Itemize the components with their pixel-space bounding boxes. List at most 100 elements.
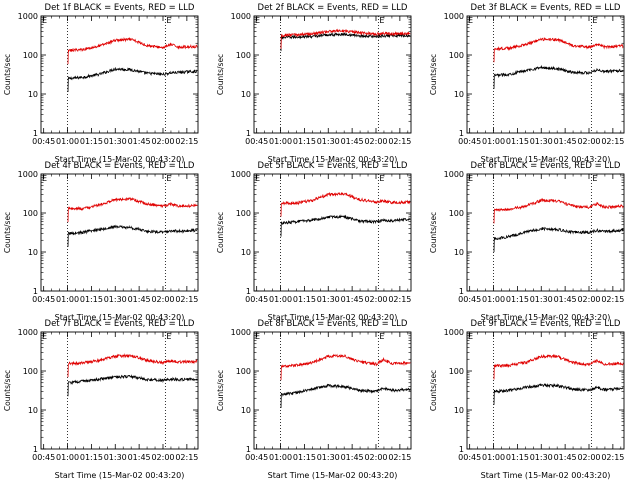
x-tick-label: 02:15 xyxy=(601,295,624,304)
y-tick-label: 1000 xyxy=(18,170,38,179)
lld-trace-line xyxy=(67,353,198,378)
lld-trace-line xyxy=(280,191,411,217)
marker-label: E xyxy=(166,174,171,183)
y-tick-label: 1 xyxy=(246,445,251,454)
x-tick-label: 01:45 xyxy=(128,295,151,304)
y-tick-label: 1000 xyxy=(18,328,38,337)
x-tick-label: 01:15 xyxy=(80,453,103,462)
x-tick-label: 01:30 xyxy=(530,295,553,304)
x-tick-label: 01:45 xyxy=(554,295,577,304)
x-tick-label: 01:45 xyxy=(341,295,364,304)
detector-chart-8: 1 10 100 1000 00:45 01:00 01:15 01:30 01:45 02:00… xyxy=(216,319,412,480)
y-tick-label: 100 xyxy=(236,209,251,218)
plot-frame xyxy=(40,15,199,134)
detector-chart-5: 1 10 100 1000 00:45 01:00 01:15 01:30 01:45 02:00… xyxy=(216,161,412,322)
x-tick-label: 01:00 xyxy=(56,453,79,462)
marker-label: E xyxy=(468,16,473,25)
x-tick-label: 01:00 xyxy=(482,295,505,304)
x-tick-label: 00:45 xyxy=(458,295,481,304)
plot-area: 1 10 100 1000 00:45 01:00 01:15 01:30 01:45 02:00… xyxy=(231,328,412,462)
events-trace-line xyxy=(67,66,198,93)
marker-label: E xyxy=(592,16,597,25)
chart-title: Det 6f BLACK = Events, RED = LLD xyxy=(471,161,621,171)
x-tick-label: 02:15 xyxy=(388,295,411,304)
x-axis-label: Start Time (15-Mar-02 00:43:20) xyxy=(55,471,185,480)
chart-title: Det 3f BLACK = Events, RED = LLD xyxy=(471,3,621,13)
x-tick-label: 00:45 xyxy=(245,137,268,146)
x-tick-label: 01:30 xyxy=(317,137,340,146)
events-trace-line xyxy=(493,64,624,89)
x-tick-label: 01:30 xyxy=(104,295,127,304)
plot-area: 1 10 100 1000 00:45 01:00 01:15 01:30 01:45 02:00… xyxy=(444,328,625,462)
y-axis-label: Counts/sec xyxy=(216,54,225,95)
lld-trace-line xyxy=(280,28,411,49)
x-tick-label: 01:30 xyxy=(104,453,127,462)
marker-label: E xyxy=(468,332,473,341)
x-tick-label: 01:15 xyxy=(293,453,316,462)
chart-title: Det 4f BLACK = Events, RED = LLD xyxy=(45,161,195,171)
y-tick-label: 10 xyxy=(28,406,38,415)
marker-label: E xyxy=(42,332,47,341)
x-tick-label: 01:30 xyxy=(317,453,340,462)
y-tick-label: 10 xyxy=(241,248,251,257)
y-axis-label: Counts/sec xyxy=(3,370,12,411)
y-tick-label: 100 xyxy=(449,51,464,60)
x-tick-label: 00:45 xyxy=(32,453,55,462)
detector-chart-9: 1 10 100 1000 00:45 01:00 01:15 01:30 01:45 02:00… xyxy=(429,319,625,480)
marker-label: E xyxy=(468,174,473,183)
marker-label: E xyxy=(255,16,260,25)
x-tick-label: 02:15 xyxy=(175,295,198,304)
y-tick-label: 1000 xyxy=(231,12,251,21)
x-tick-label: 02:15 xyxy=(601,137,624,146)
x-tick-label: 01:15 xyxy=(506,453,529,462)
x-tick-label: 01:00 xyxy=(482,453,505,462)
detector-chart-2: 1 10 100 1000 00:45 01:00 01:15 01:30 01:45 02:00… xyxy=(216,3,412,164)
y-tick-label: 100 xyxy=(449,367,464,376)
plot-frame xyxy=(40,173,199,292)
lld-trace-line xyxy=(493,353,624,380)
plot-frame xyxy=(466,15,625,134)
chart-title: Det 1f BLACK = Events, RED = LLD xyxy=(45,3,195,13)
y-axis-label: Counts/sec xyxy=(216,370,225,411)
x-tick-label: 02:15 xyxy=(388,137,411,146)
x-tick-label: 02:00 xyxy=(577,137,600,146)
y-axis-label: Counts/sec xyxy=(3,54,12,95)
x-tick-label: 01:30 xyxy=(317,295,340,304)
x-tick-label: 01:30 xyxy=(530,137,553,146)
y-tick-label: 10 xyxy=(454,406,464,415)
y-tick-label: 10 xyxy=(454,248,464,257)
x-tick-label: 01:00 xyxy=(56,137,79,146)
x-tick-label: 01:15 xyxy=(80,295,103,304)
marker-label: E xyxy=(379,174,384,183)
x-tick-label: 01:00 xyxy=(482,137,505,146)
events-trace-line xyxy=(280,32,411,52)
y-tick-label: 100 xyxy=(449,209,464,218)
events-trace-line xyxy=(280,214,411,237)
y-tick-label: 1 xyxy=(459,287,464,296)
x-tick-label: 01:00 xyxy=(269,295,292,304)
events-trace-line xyxy=(67,374,198,397)
x-axis-label: Start Time (15-Mar-02 00:43:20) xyxy=(268,313,398,322)
y-tick-label: 10 xyxy=(454,90,464,99)
y-tick-label: 1000 xyxy=(444,328,464,337)
x-tick-label: 00:45 xyxy=(458,137,481,146)
x-axis-label: Start Time (15-Mar-02 00:43:20) xyxy=(481,313,611,322)
chart-title: Det 8f BLACK = Events, RED = LLD xyxy=(258,319,408,329)
x-tick-label: 02:00 xyxy=(364,295,387,304)
marker-label: E xyxy=(255,174,260,183)
x-tick-label: 02:15 xyxy=(175,453,198,462)
events-trace-line xyxy=(493,382,624,405)
y-tick-label: 100 xyxy=(23,367,38,376)
plot-frame xyxy=(40,331,199,450)
y-tick-label: 1 xyxy=(246,287,251,296)
plot-frame xyxy=(466,331,625,450)
x-tick-label: 01:45 xyxy=(554,137,577,146)
y-tick-label: 1 xyxy=(33,129,38,138)
marker-label: E xyxy=(166,332,171,341)
x-tick-label: 01:15 xyxy=(506,295,529,304)
x-tick-label: 00:45 xyxy=(32,137,55,146)
x-tick-label: 02:00 xyxy=(151,453,174,462)
lld-trace-line xyxy=(67,36,198,65)
x-tick-label: 01:45 xyxy=(341,453,364,462)
x-axis-label: Start Time (15-Mar-02 00:43:20) xyxy=(268,155,398,164)
